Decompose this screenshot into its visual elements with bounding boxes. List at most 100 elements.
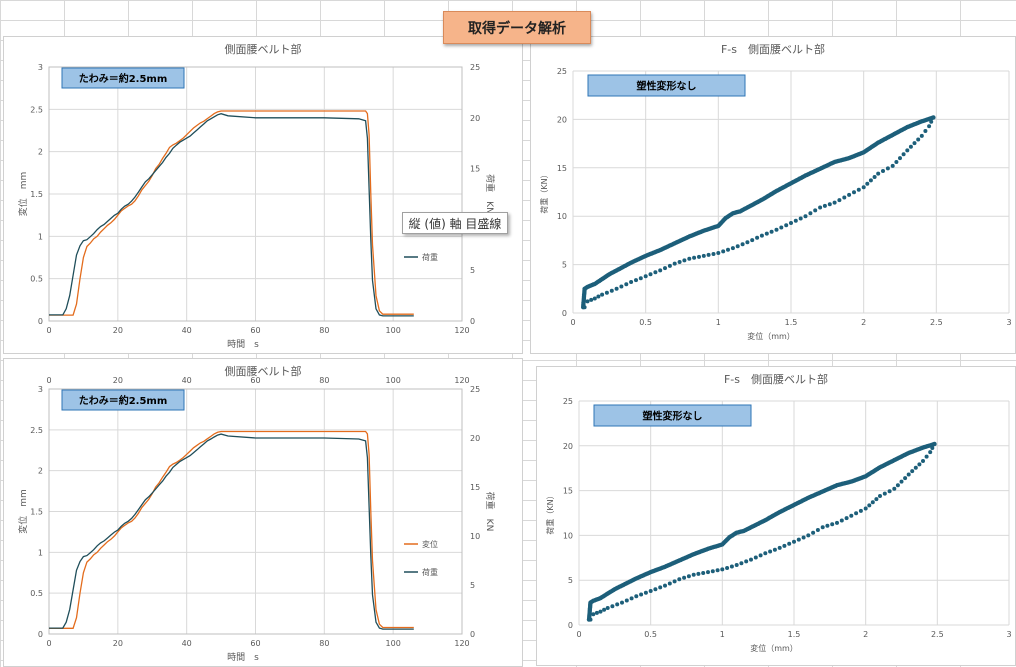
scatter-point-unloading xyxy=(667,263,672,268)
scatter-point-unloading xyxy=(624,282,629,287)
scatter-point-unloading xyxy=(789,221,793,225)
scatter-point-unloading xyxy=(614,286,619,291)
scatter-point-unloading xyxy=(912,141,917,146)
scatter-point-unloading xyxy=(715,568,720,573)
force-displacement-chart-top[interactable]: 0 5 10 15 20 25 0 0.5 1 1.5 2 2.5 3 F-s 側面腰ベルト部 変位（mm）… xyxy=(530,36,1016,354)
x-tick-label: 2.5 xyxy=(931,630,944,639)
scatter-point-unloading xyxy=(803,214,808,219)
scatter-point-unloading xyxy=(908,144,913,149)
x-top-tick-label: 40 xyxy=(182,376,192,385)
scatter-point-unloading xyxy=(729,564,734,569)
time-series-chart-top[interactable]: 00.511.522.530204060801001200510152025側面… xyxy=(3,36,523,354)
y2-tick-label: 10 xyxy=(470,532,480,541)
y-axis-label: 荷重（KN） xyxy=(539,170,549,213)
scatter-point-unloading xyxy=(735,244,740,249)
scatter-point-unloading xyxy=(796,537,801,542)
y2-tick-label: 20 xyxy=(470,434,480,443)
scatter-point-unloading xyxy=(777,545,782,550)
chart-title: F-s 側面腰ベルト部 xyxy=(721,42,825,56)
scatter-point-unloading xyxy=(921,459,925,463)
scatter-point-unloading xyxy=(643,590,648,595)
y2-tick-label: 15 xyxy=(470,165,480,174)
y-axis-label: 変位 mm xyxy=(17,489,29,534)
scatter-point-unloading xyxy=(815,528,820,532)
scatter-point-unloading xyxy=(638,276,643,281)
y-tick-label: 0 xyxy=(38,630,43,639)
y-tick-label: 15 xyxy=(563,487,573,496)
annotation-box xyxy=(61,389,185,411)
x-tick-label: 1.5 xyxy=(788,630,801,639)
scatter-point-unloading xyxy=(721,249,726,254)
scatter-point-unloading xyxy=(811,530,816,535)
scatter-point-unloading xyxy=(825,523,830,528)
scatter-point-unloading xyxy=(734,563,739,567)
scatter-point-unloading xyxy=(835,520,839,525)
scatter-point-unloading xyxy=(856,187,861,192)
scatter-point-unloading xyxy=(759,233,764,238)
legend-label-load: 荷重 xyxy=(422,567,438,577)
series-line-displacement xyxy=(49,430,414,629)
scatter-point-unloading xyxy=(692,255,697,260)
annotation-box xyxy=(61,67,185,89)
scatter-point-unloading xyxy=(858,508,863,513)
x-top-tick-label: 60 xyxy=(250,376,260,385)
scatter-point-unloading xyxy=(682,575,687,580)
y2-tick-label: 25 xyxy=(470,385,480,394)
scatter-point-unloading xyxy=(653,587,658,592)
y2-tick-label: 25 xyxy=(470,63,480,72)
scatter-point-unloading xyxy=(686,574,691,579)
scatter-point-unloading xyxy=(792,539,796,544)
scatter-point-unloading xyxy=(672,579,677,584)
scatter-point-unloading xyxy=(832,200,837,205)
scatter-point-unloading xyxy=(876,171,881,176)
series-line-displacement xyxy=(49,110,414,316)
page-title-banner[interactable]: 取得データ解析 xyxy=(443,11,591,44)
scatter-point-unloading xyxy=(658,268,663,273)
y-tick-label: 10 xyxy=(563,531,573,540)
time-series-chart-bottom[interactable]: 0 0.5 1 1.5 2 2.5 3 0 0 20 20 40 40 60 60 80 80 100 100 120… xyxy=(3,358,523,667)
x-tick-label: 1.5 xyxy=(785,318,798,327)
scatter-point-unloading xyxy=(619,284,624,289)
x-top-tick-label: 80 xyxy=(319,376,329,385)
scatter-point-unloading xyxy=(624,598,629,603)
x-tick-label: 2.5 xyxy=(930,318,943,327)
scatter-point-unloading xyxy=(667,581,672,586)
chart-title: 側面腰ベルト部 xyxy=(225,364,302,378)
scatter-point-unloading xyxy=(806,533,811,538)
scatter-point-unloading xyxy=(725,566,730,570)
scatter-point-unloading xyxy=(706,252,711,257)
annotation-box xyxy=(587,74,746,97)
scatter-point-unloading xyxy=(837,198,842,203)
scatter-point-unloading xyxy=(739,561,744,566)
scatter-point-unloading xyxy=(710,569,715,574)
force-displacement-chart-bottom[interactable]: 0 5 10 15 20 25 0 0.5 1 1.5 2 2.5 3 F-s 側面腰ベルト部 変位（mm）… xyxy=(536,366,1016,666)
x-tick-label: 80 xyxy=(319,326,329,335)
y-tick-label: 1.5 xyxy=(30,190,43,199)
scatter-point-unloading xyxy=(931,115,936,120)
time-series-chart-top-plot: 00.511.522.530204060801001200510152025側面… xyxy=(17,42,496,350)
scatter-point-unloading xyxy=(801,535,806,540)
x-top-tick-label: 100 xyxy=(386,376,401,385)
scatter-point-unloading xyxy=(592,296,597,301)
y2-tick-label: 15 xyxy=(470,483,480,492)
scatter-point-unloading xyxy=(787,541,792,546)
scatter-point-unloading xyxy=(887,489,892,494)
x-tick-label: 100 xyxy=(386,639,401,648)
x-axis-label: 時間 s xyxy=(227,339,259,350)
scatter-point-unloading xyxy=(844,516,849,521)
y2-tick-label: 0 xyxy=(470,630,475,639)
x-tick-label: 0 xyxy=(576,630,581,639)
series-line-load xyxy=(49,433,414,630)
x-axis-label: 変位（mm） xyxy=(747,331,795,341)
y2-axis-label: 荷重 KN xyxy=(484,174,496,214)
scatter-point-unloading xyxy=(813,208,818,213)
y-axis-label: 荷重（KN） xyxy=(545,491,555,534)
scatter-point-unloading xyxy=(610,604,615,609)
scatter-point-unloading xyxy=(620,600,624,605)
scatter-point-unloading xyxy=(865,181,870,186)
scatter-point-unloading xyxy=(600,292,605,297)
scatter-point-unloading xyxy=(928,450,933,455)
scatter-point-unloading xyxy=(881,169,885,173)
scatter-point-unloading xyxy=(740,242,745,247)
scatter-point-unloading xyxy=(634,594,639,599)
